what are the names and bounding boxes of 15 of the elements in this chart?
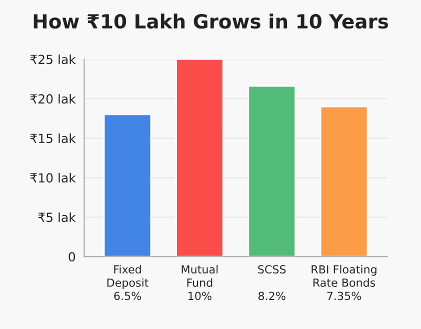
y-tick-label: ₹10 lak	[30, 172, 76, 183]
y-tick-label: ₹25 lak	[30, 54, 76, 64]
y-tick-label: ₹20 lak	[30, 94, 76, 104]
bar	[248, 85, 296, 257]
category-label: SCSS 8.2%	[258, 265, 286, 300]
x-tick-label: RBI Floating Rate Bonds 7.35%	[312, 264, 376, 300]
x-tick-label: Mutual Fund 10%	[182, 264, 218, 300]
y-tick-label: ₹5 lak	[38, 212, 76, 222]
x-tick-label: Fixed Deposit 6.5%	[107, 264, 148, 300]
y-tick-label: ₹15 lak	[30, 133, 76, 144]
bar	[176, 59, 224, 257]
chart-title: How ₹10 Lakh Grows in 10 Years	[34, 14, 388, 29]
bar	[103, 114, 152, 257]
bar	[320, 106, 368, 257]
y-tick-label: 0	[68, 252, 76, 262]
